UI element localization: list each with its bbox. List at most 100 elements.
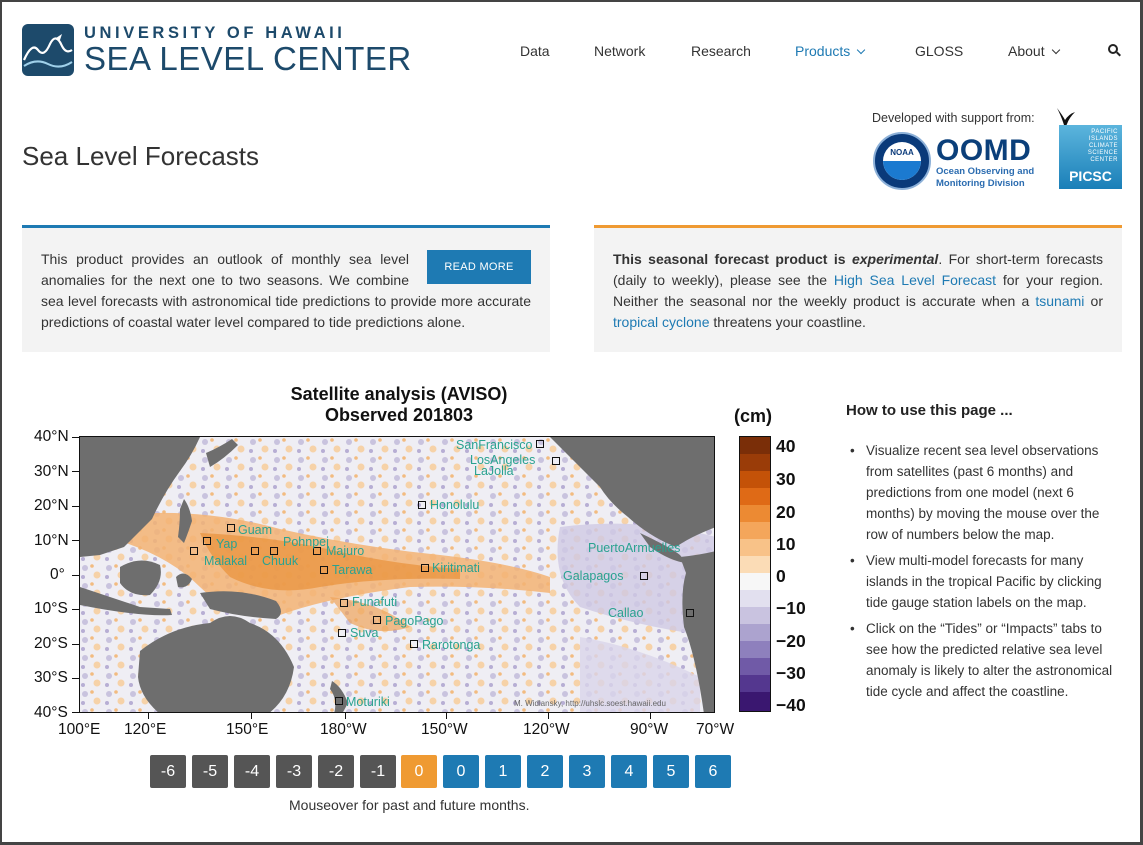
month-button-minus2[interactable]: -2: [318, 755, 354, 788]
notice-t1: . For short-term forecasts (daily to wee…: [613, 251, 1103, 288]
station-marker[interactable]: [335, 697, 343, 705]
station-malakal[interactable]: Malakal: [204, 554, 248, 568]
station-marker[interactable]: [338, 629, 346, 637]
station-callao[interactable]: Callao: [608, 606, 644, 620]
station-pagopago[interactable]: PagoPago: [385, 614, 444, 628]
colorbar-label: 20: [776, 502, 796, 522]
month-button-minus4[interactable]: -4: [234, 755, 270, 788]
month-button-minus1[interactable]: -1: [360, 755, 396, 788]
station-suva[interactable]: Suva: [350, 626, 379, 640]
month-button-minus5[interactable]: -5: [192, 755, 228, 788]
nav-research[interactable]: Research: [691, 43, 751, 59]
noaa-logo[interactable]: NOAA: [873, 132, 931, 190]
month-button-plus1[interactable]: 1: [485, 755, 521, 788]
lat-tick: [72, 644, 79, 645]
how-to-list: Visualize recent sea level observations …: [850, 440, 1116, 707]
colorbar-swatch: [740, 505, 770, 522]
station-marker[interactable]: [410, 640, 418, 648]
station-marker[interactable]: [270, 547, 278, 555]
station-chuuk[interactable]: Chuuk: [262, 554, 299, 568]
station-losangeles[interactable]: LosAngeles: [470, 453, 536, 467]
station-lajolla[interactable]: LaJolla: [474, 464, 514, 478]
month-button-plus3[interactable]: 3: [569, 755, 605, 788]
station-galapagos[interactable]: Galapagos: [563, 569, 624, 583]
logo-wave-icon: [22, 24, 74, 76]
lat-tick: [72, 609, 79, 610]
month-button-plus4[interactable]: 4: [611, 755, 647, 788]
lat-label: 20°N: [34, 497, 69, 514]
colorbar-unit: (cm): [734, 406, 773, 426]
colorbar-swatch: [740, 607, 770, 624]
station-marker[interactable]: [418, 501, 426, 509]
map-title-line1: Satellite analysis (AVISO): [290, 384, 508, 404]
station-marker[interactable]: [227, 524, 235, 532]
how-to-item: View multi-model forecasts for many isla…: [850, 550, 1116, 613]
tropical-cyclone-link[interactable]: tropical cyclone: [613, 314, 710, 330]
month-button-minus6[interactable]: -6: [150, 755, 186, 788]
picsc-line: CLIMATE: [1088, 143, 1118, 149]
nav-about[interactable]: About: [1008, 43, 1060, 59]
station-guam[interactable]: Guam: [238, 523, 273, 537]
oomd-sub1: Ocean Observing and: [936, 166, 1035, 177]
map-credit: M. Widlansky, http://uhslc.soest.hawaii.…: [514, 699, 666, 708]
month-button-current[interactable]: 0: [401, 755, 437, 788]
station-tarawa[interactable]: Tarawa: [332, 563, 373, 577]
station-marker[interactable]: [552, 457, 560, 465]
noaa-label: NOAA: [890, 148, 914, 157]
colorbar-swatch: [740, 675, 770, 692]
station-kiritimati[interactable]: Kiritimati: [432, 561, 480, 575]
lat-label: 30°N: [34, 463, 69, 480]
month-button-plus2[interactable]: 2: [527, 755, 563, 788]
station-marker[interactable]: [203, 537, 211, 545]
lat-label: 0°: [50, 566, 65, 583]
station-pohnpei[interactable]: Pohnpei: [283, 535, 329, 549]
tsunami-link[interactable]: tsunami: [1035, 293, 1085, 309]
station-marker[interactable]: [536, 440, 544, 448]
station-marker[interactable]: [251, 547, 259, 555]
station-yap[interactable]: Yap: [216, 537, 238, 551]
station-rarotonga[interactable]: Rarotonga: [422, 638, 481, 652]
station-funafuti[interactable]: Funafuti: [352, 595, 398, 609]
station-marker[interactable]: [373, 616, 381, 624]
oomd-logo[interactable]: OOMD Ocean Observing and Monitoring Divi…: [936, 136, 1034, 190]
station-marker[interactable]: [686, 609, 694, 617]
month-button-minus3[interactable]: -3: [276, 755, 312, 788]
station-sanfrancisco[interactable]: SanFrancisco: [456, 438, 533, 452]
nav-network[interactable]: Network: [594, 43, 646, 59]
lon-label: 90°W: [630, 721, 669, 738]
search-icon[interactable]: [1108, 44, 1121, 57]
station-marker[interactable]: [320, 566, 328, 574]
product-info-text: This product provides an outlook of mont…: [41, 249, 531, 333]
colorbar-label: 40: [776, 436, 796, 456]
month-button-plus6[interactable]: 6: [695, 755, 731, 788]
nav-products[interactable]: Products: [795, 43, 866, 59]
lat-tick: [72, 506, 79, 507]
read-more-button[interactable]: READ MORE: [427, 250, 531, 284]
station-marker[interactable]: [421, 564, 429, 572]
station-majuro[interactable]: Majuro: [326, 544, 365, 558]
lon-label: 100°E: [58, 721, 101, 738]
station-honolulu[interactable]: Honolulu: [430, 498, 480, 512]
nav-data[interactable]: Data: [520, 43, 550, 59]
lat-label: 40°S: [34, 704, 68, 721]
station-marker[interactable]: [190, 547, 198, 555]
sea-level-map[interactable]: SanFrancisco LosAngeles LaJolla Honolulu…: [79, 436, 715, 713]
notice-t3: or: [1084, 293, 1103, 309]
site-logo[interactable]: UNIVERSITY OF HAWAII SEA LEVEL CENTER: [22, 24, 412, 76]
month-button-plus5[interactable]: 5: [653, 755, 689, 788]
station-marker[interactable]: [340, 599, 348, 607]
station-puertoarmuelles[interactable]: PuertoArmuelles: [588, 541, 681, 555]
colorbar-swatch: [740, 573, 770, 590]
station-moturiki[interactable]: Moturiki: [346, 695, 390, 709]
month-button-forecast0[interactable]: 0: [443, 755, 479, 788]
lat-tick: [72, 712, 79, 713]
high-sea-level-forecast-link[interactable]: High Sea Level Forecast: [833, 272, 997, 288]
picsc-logo[interactable]: PACIFIC ISLANDS CLIMATE SCIENCE CENTER P…: [1059, 125, 1122, 189]
station-marker[interactable]: [313, 547, 321, 555]
colorbar-swatch: [740, 641, 770, 658]
station-marker[interactable]: [640, 572, 648, 580]
nav-gloss[interactable]: GLOSS: [915, 43, 964, 59]
colorbar-label: −10: [776, 598, 806, 618]
colorbar-swatch: [740, 454, 770, 471]
